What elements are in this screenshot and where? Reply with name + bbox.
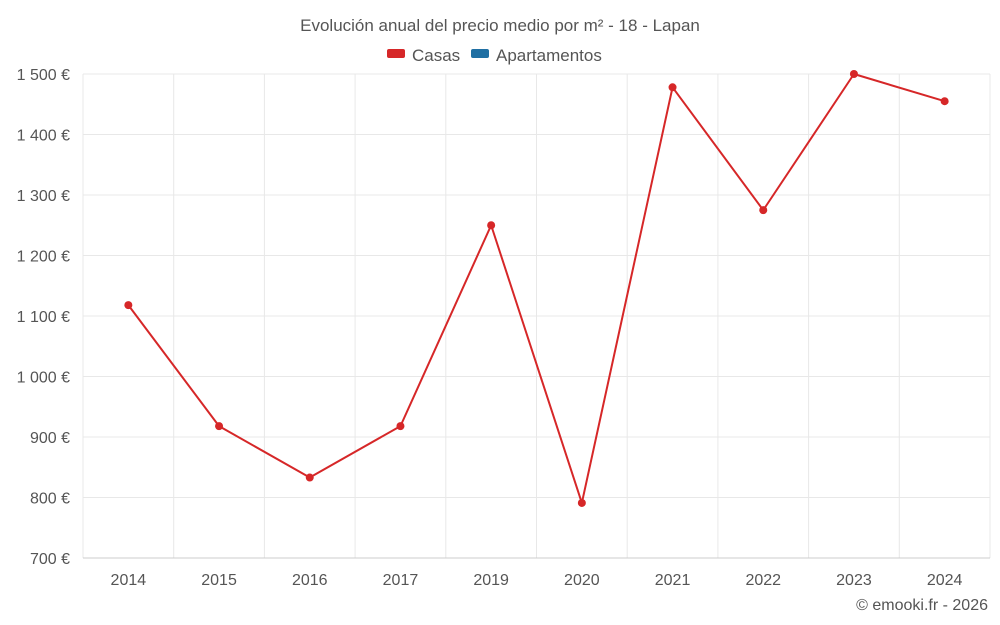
data-point[interactable] xyxy=(396,422,405,431)
legend-label-casas: Casas xyxy=(412,46,460,65)
data-point[interactable] xyxy=(487,221,496,230)
x-tick-label: 2021 xyxy=(655,572,691,589)
legend: Casas Apartamentos xyxy=(387,46,602,65)
data-point[interactable] xyxy=(759,206,768,215)
x-tick-label: 2015 xyxy=(201,572,237,589)
x-tick-label: 2024 xyxy=(927,572,963,589)
data-point[interactable] xyxy=(124,301,133,310)
y-axis-ticks: 700 € 800 € 900 € 1 000 € 1 100 € 1 200 € 1 30… xyxy=(17,67,70,568)
data-point[interactable] xyxy=(849,70,858,78)
x-tick-label: 2022 xyxy=(745,572,781,589)
y-tick-label: 900 € xyxy=(30,430,70,447)
y-tick-label: 1 100 € xyxy=(17,309,70,326)
x-tick-label: 2023 xyxy=(836,572,872,589)
data-point[interactable] xyxy=(305,473,314,482)
y-tick-label: 1 200 € xyxy=(17,249,70,266)
credit-text: © emooki.fr - 2026 xyxy=(856,597,988,614)
data-point[interactable] xyxy=(577,498,586,507)
data-point[interactable] xyxy=(668,83,677,92)
data-point[interactable] xyxy=(215,422,224,431)
series-casas xyxy=(124,70,949,507)
y-tick-label: 800 € xyxy=(30,491,70,508)
y-tick-label: 700 € xyxy=(30,551,70,568)
legend-item-apartamentos[interactable]: Apartamentos xyxy=(471,46,602,65)
series-line-casas xyxy=(127,73,945,504)
x-axis-ticks: 2014 2015 2016 2017 2019 2020 2021 2022 2023 2024 xyxy=(111,572,963,589)
legend-swatch-apartamentos xyxy=(471,49,489,58)
x-tick-label: 2019 xyxy=(473,572,509,589)
x-tick-label: 2014 xyxy=(111,572,147,589)
legend-item-casas[interactable]: Casas xyxy=(387,46,460,65)
legend-swatch-casas xyxy=(387,49,405,58)
y-tick-label: 1 500 € xyxy=(17,67,70,84)
x-tick-label: 2016 xyxy=(292,572,328,589)
data-point[interactable] xyxy=(940,97,949,106)
x-gridlines xyxy=(82,74,991,558)
x-tick-label: 2017 xyxy=(383,572,419,589)
x-tick-label: 2020 xyxy=(564,572,600,589)
y-tick-label: 1 400 € xyxy=(17,128,70,145)
legend-label-apartamentos: Apartamentos xyxy=(496,46,602,65)
chart-title: Evolución anual del precio medio por m² … xyxy=(300,16,700,35)
y-tick-label: 1 000 € xyxy=(17,370,70,387)
y-tick-label: 1 300 € xyxy=(17,188,70,205)
